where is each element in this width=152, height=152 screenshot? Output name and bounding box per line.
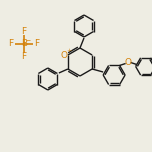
Text: F: F xyxy=(21,52,27,61)
Text: F: F xyxy=(21,27,27,36)
Text: B: B xyxy=(21,40,27,48)
Text: +: + xyxy=(67,48,72,54)
Text: F: F xyxy=(35,40,40,48)
Text: O: O xyxy=(61,50,68,59)
Text: O: O xyxy=(124,58,131,67)
Text: F: F xyxy=(9,40,14,48)
Text: −: − xyxy=(25,38,31,43)
